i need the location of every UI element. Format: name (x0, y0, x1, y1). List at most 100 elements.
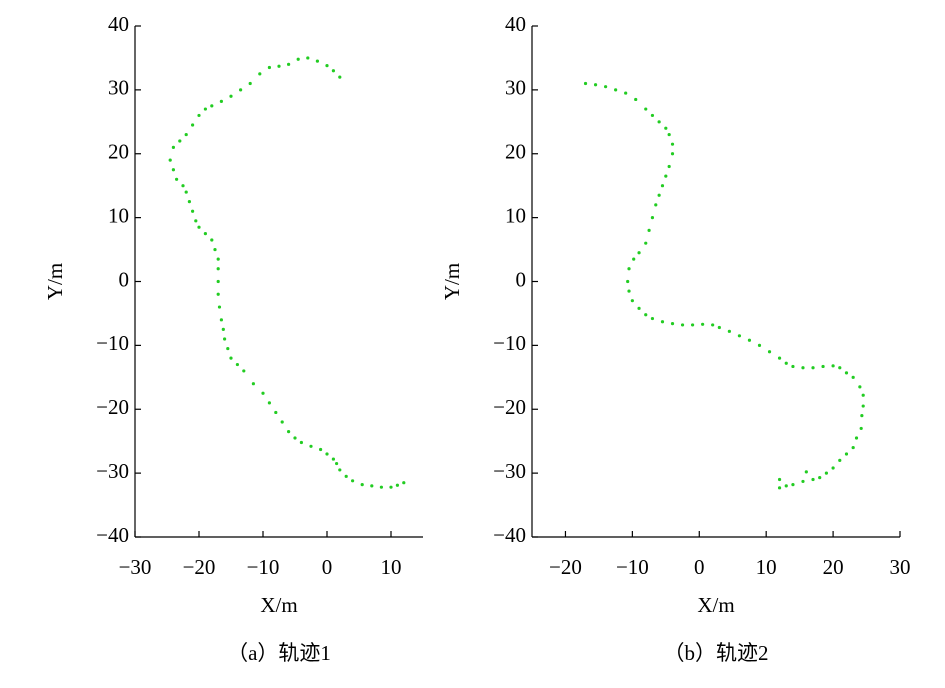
y-tick-label: 30 (108, 76, 129, 100)
point (213, 247, 217, 252)
point (267, 401, 271, 405)
point (203, 107, 207, 111)
y-tick-label: 40 (505, 12, 526, 36)
point (210, 238, 214, 242)
x-axis-label: X/m (260, 593, 297, 617)
point (644, 241, 648, 245)
point (402, 481, 406, 485)
point (171, 168, 175, 172)
point (335, 461, 339, 466)
point (325, 452, 329, 456)
y-tick-label: −40 (96, 523, 129, 547)
point (851, 375, 855, 379)
point (197, 113, 201, 118)
point (351, 479, 355, 483)
point (660, 184, 665, 188)
x-axis-label: X/m (697, 593, 734, 617)
point (309, 444, 313, 448)
x-tick-label: 30 (890, 555, 911, 579)
point (242, 369, 246, 373)
point (203, 231, 207, 236)
point (644, 107, 648, 111)
point (191, 209, 195, 213)
point (287, 62, 291, 66)
point (777, 477, 782, 482)
point (851, 445, 855, 450)
point (274, 410, 278, 415)
point (784, 361, 788, 365)
y-tick-label: −10 (96, 331, 129, 355)
point (644, 313, 648, 317)
point (168, 158, 172, 162)
point (791, 483, 795, 487)
point (331, 69, 335, 73)
y-tick-label: 20 (505, 140, 526, 164)
point (299, 440, 303, 445)
point (831, 466, 835, 470)
point (221, 327, 225, 332)
point (701, 322, 705, 326)
caption: （b）轨迹2 (664, 641, 769, 665)
x-tick-label: 0 (322, 555, 333, 579)
point (858, 385, 862, 389)
point (319, 447, 323, 452)
y-tick-label: 10 (505, 203, 526, 227)
point (737, 334, 742, 338)
point (344, 474, 348, 478)
point (197, 225, 201, 229)
point (811, 366, 815, 370)
point (664, 174, 668, 178)
y-tick-label: −30 (96, 459, 129, 483)
point (216, 292, 220, 296)
point (632, 257, 636, 261)
point (258, 72, 262, 76)
point (859, 426, 863, 431)
point (325, 64, 329, 68)
point (219, 318, 223, 322)
y-tick-label: 0 (119, 267, 130, 291)
y-tick-label: −20 (493, 395, 526, 419)
point (216, 279, 220, 284)
point (831, 364, 835, 368)
point (791, 364, 795, 369)
point (280, 420, 284, 424)
point (191, 123, 195, 127)
point (777, 356, 782, 360)
x-tick-label: −20 (183, 555, 216, 579)
x-tick-label: 10 (756, 555, 777, 579)
point (727, 329, 731, 333)
point (624, 91, 628, 95)
point (604, 85, 608, 89)
point (338, 468, 342, 472)
point (650, 113, 655, 118)
point (171, 145, 175, 149)
point (216, 267, 220, 271)
point (248, 81, 252, 86)
point (818, 475, 822, 480)
point (360, 483, 364, 487)
point (216, 257, 220, 261)
y-tick-label: 0 (516, 267, 527, 291)
point (824, 471, 829, 475)
point (287, 430, 291, 434)
y-tick-label: −20 (96, 395, 129, 419)
point (217, 305, 222, 309)
point (647, 228, 651, 232)
point (261, 391, 265, 395)
point (229, 356, 233, 360)
point (630, 299, 634, 303)
point (670, 142, 675, 146)
x-tick-label: −30 (119, 555, 152, 579)
point (650, 216, 655, 220)
point (627, 289, 631, 293)
point (670, 152, 675, 156)
y-tick-label: −40 (493, 523, 526, 547)
point (801, 366, 805, 370)
point (583, 81, 588, 86)
point (667, 164, 671, 169)
point (804, 470, 808, 474)
point (821, 364, 825, 369)
caption: （a）轨迹1 (227, 641, 331, 665)
point (184, 190, 188, 194)
